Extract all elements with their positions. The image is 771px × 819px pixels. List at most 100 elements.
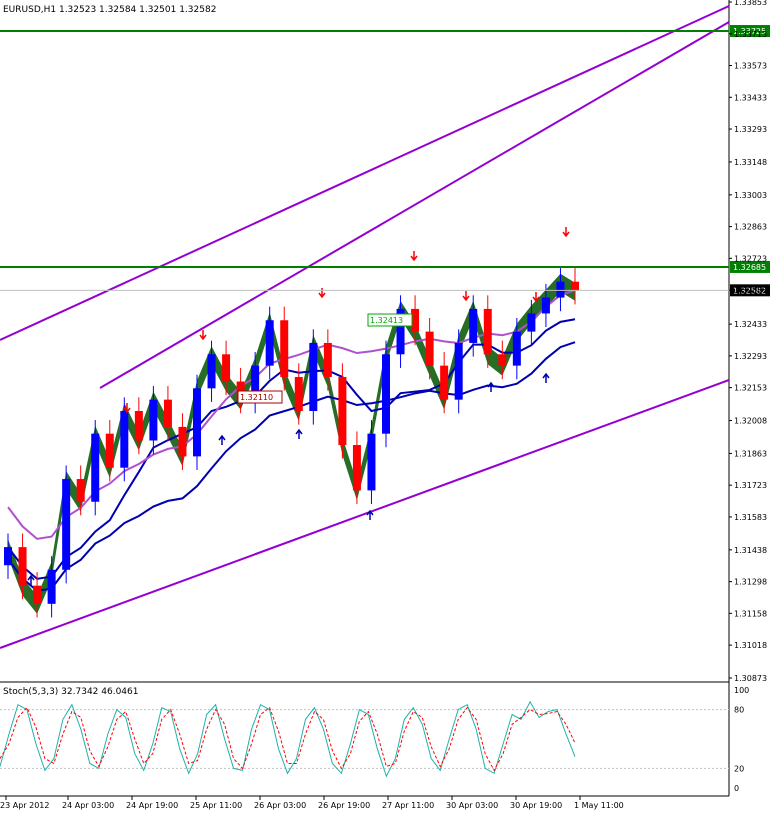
time-tick-label: 27 Apr 11:00 [382, 801, 434, 810]
price-label-box [730, 25, 770, 38]
price-tick-label: 1.31158 [734, 609, 767, 618]
stoch-tick-label: 80 [734, 706, 744, 715]
buy-arrow-icon [542, 372, 550, 383]
ma-violet-line [7, 289, 576, 540]
price-tick-label: 1.33853 [734, 0, 767, 7]
sell-arrow-icon [562, 227, 570, 238]
price-label-box [730, 260, 770, 273]
buy-arrow-icon [295, 428, 303, 439]
price-tick-label: 1.32293 [734, 352, 767, 361]
price-tick-label: 1.33148 [734, 158, 767, 167]
ma-fast-line [7, 318, 576, 580]
grid-lines [0, 0, 730, 797]
stoch-tick-label: 20 [734, 764, 744, 773]
price-tick-label: 1.31723 [734, 481, 767, 490]
candle-body [193, 388, 201, 457]
price-tick-label: 1.33713 [734, 30, 767, 39]
sell-arrow-icon [462, 291, 470, 302]
price-tick-label: 1.32863 [734, 223, 767, 232]
candle-body [134, 411, 143, 441]
trend-lines[interactable] [0, 5, 730, 649]
candle-body [338, 376, 347, 446]
candle-body [91, 433, 100, 502]
candle-body [309, 342, 318, 412]
annotation-box [237, 390, 283, 404]
candle-body [352, 445, 361, 491]
sell-arrow-icon [123, 403, 131, 414]
time-tick-label: 26 Apr 19:00 [318, 801, 370, 810]
price-tick-label: 1.32153 [734, 384, 767, 393]
time-tick-label: 30 Apr 19:00 [510, 801, 562, 810]
candle-body [47, 569, 56, 604]
price-tick-label: 1.31438 [734, 546, 767, 555]
price-label-box [730, 284, 770, 297]
price-tick-label: 1.32723 [734, 254, 767, 263]
signal-arrows: 1.32413 1.32110 [27, 227, 570, 585]
upper-trend-line [0, 5, 730, 341]
annotation-box [367, 313, 413, 327]
time-tick-label: 30 Apr 03:00 [446, 801, 498, 810]
price-tick-label: 1.31583 [734, 513, 767, 522]
candle-body [76, 479, 85, 502]
price-tick-label: 1.33573 [734, 62, 767, 71]
candle-body [367, 433, 376, 491]
candle-body [178, 426, 187, 457]
candle-body [411, 308, 420, 332]
candle-body [251, 365, 260, 400]
buy-arrow-icon [366, 509, 374, 520]
price-tick-label: 1.31298 [734, 578, 767, 587]
price-axis: 1.33853 1.33713 1.33573 1.33433 1.33293 1.331… [729, 0, 767, 683]
candle-body [527, 313, 536, 332]
buy-arrow-icon [218, 434, 226, 445]
candle-body [163, 399, 172, 427]
candle-body [454, 342, 463, 400]
symbol-info-label: EURUSD,H1 1.32523 1.32584 1.32501 1.3258… [3, 5, 216, 15]
candle-body [541, 297, 550, 314]
candle-body [105, 433, 114, 468]
candle-body [294, 376, 303, 412]
time-tick-label: 26 Apr 03:00 [254, 801, 306, 810]
price-tick-label: 1.33003 [734, 191, 767, 200]
candle-body [425, 331, 434, 366]
candle-body [323, 342, 332, 377]
candle-body [62, 479, 71, 570]
stochastic-label: Stoch(5,3,3) 32.7342 46.0461 [3, 687, 138, 697]
candle-body [4, 547, 12, 566]
price-tick-label: 1.31863 [734, 449, 767, 458]
candle-body [396, 308, 405, 355]
price-label: 1.32582 [733, 286, 766, 295]
candle-body [18, 547, 27, 586]
candles [4, 268, 579, 618]
candle-body [33, 585, 42, 604]
candle-body [280, 320, 289, 377]
time-tick-label: 24 Apr 03:00 [62, 801, 114, 810]
stoch-signal-line [0, 706, 576, 772]
annotation-label: 1.32110 [240, 393, 273, 402]
candle-body [556, 281, 565, 298]
buy-arrow-icon [27, 574, 35, 585]
sell-arrow-icon [532, 292, 540, 303]
sell-arrow-icon [410, 251, 418, 262]
price-label: 1.32685 [733, 263, 766, 272]
price-tick-label: 1.30873 [734, 674, 767, 683]
moving-averages [7, 289, 576, 592]
candle-body [222, 354, 231, 382]
stoch-main-line [0, 700, 576, 778]
price-tick-label: 1.32433 [734, 320, 767, 329]
price-tick-label: 1.33433 [734, 93, 767, 102]
horizontal-levels[interactable]: 1.33725 1.32685 1.32582 [0, 25, 770, 297]
time-tick-label: 25 Apr 11:00 [190, 801, 242, 810]
ma-slow-line [7, 341, 576, 592]
lower-trend-line [0, 379, 730, 649]
candle-body [571, 281, 579, 291]
price-tick-label: 1.32008 [734, 417, 767, 426]
stoch-tick-label: 0 [734, 784, 739, 793]
stoch-tick-label: 100 [734, 686, 749, 695]
candle-body [265, 320, 274, 366]
price-tick-label: 1.31018 [734, 641, 767, 650]
time-axis: 23 Apr 2012 24 Apr 03:00 24 Apr 19:00 25 Ap… [0, 796, 624, 810]
candle-body [440, 365, 449, 400]
annotation-label: 1.32413 [370, 316, 403, 325]
time-tick-label: 24 Apr 19:00 [126, 801, 178, 810]
